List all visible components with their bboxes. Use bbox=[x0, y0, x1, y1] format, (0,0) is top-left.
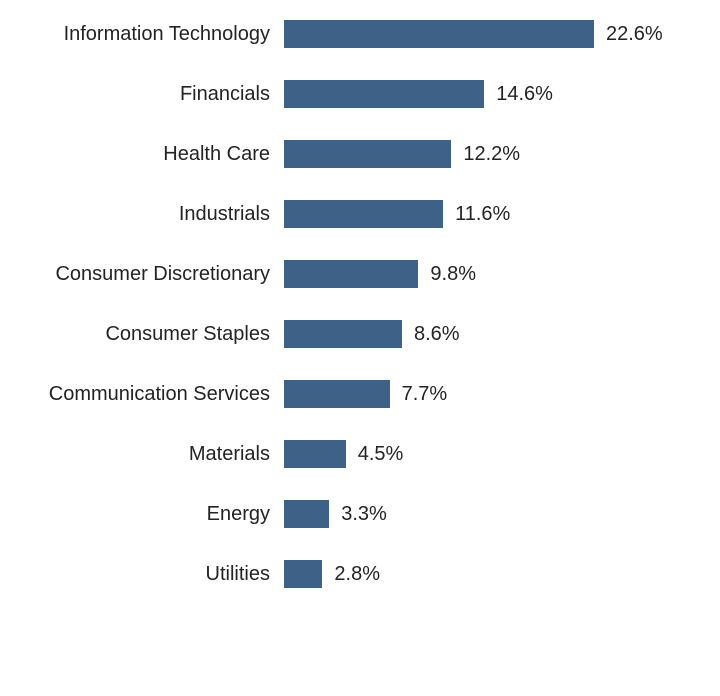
bar bbox=[284, 320, 402, 348]
value-label: 7.7% bbox=[390, 383, 448, 406]
chart-row: Materials 4.5% bbox=[10, 440, 690, 468]
value-label: 14.6% bbox=[484, 83, 553, 106]
category-label: Information Technology bbox=[10, 23, 284, 46]
category-label: Health Care bbox=[10, 143, 284, 166]
bar-area: 7.7% bbox=[284, 380, 690, 408]
bar bbox=[284, 560, 322, 588]
category-label: Consumer Discretionary bbox=[10, 263, 284, 286]
value-label: 4.5% bbox=[346, 443, 404, 466]
bar-area: 3.3% bbox=[284, 500, 690, 528]
sector-weights-chart: Information Technology 22.6% Financials 14.… bbox=[0, 0, 720, 640]
value-label: 8.6% bbox=[402, 323, 460, 346]
category-label: Communication Services bbox=[10, 383, 284, 406]
category-label: Consumer Staples bbox=[10, 323, 284, 346]
chart-row: Communication Services 7.7% bbox=[10, 380, 690, 408]
category-label: Industrials bbox=[10, 203, 284, 226]
value-label: 9.8% bbox=[418, 263, 476, 286]
chart-row: Health Care 12.2% bbox=[10, 140, 690, 168]
value-label: 11.6% bbox=[443, 203, 510, 226]
chart-row: Consumer Discretionary 9.8% bbox=[10, 260, 690, 288]
chart-row: Energy 3.3% bbox=[10, 500, 690, 528]
bar bbox=[284, 20, 594, 48]
bar-area: 22.6% bbox=[284, 20, 690, 48]
bar-area: 14.6% bbox=[284, 80, 690, 108]
bar-area: 2.8% bbox=[284, 560, 690, 588]
value-label: 2.8% bbox=[322, 563, 380, 586]
category-label: Financials bbox=[10, 83, 284, 106]
chart-row: Information Technology 22.6% bbox=[10, 20, 690, 48]
value-label: 22.6% bbox=[594, 23, 663, 46]
bar bbox=[284, 140, 451, 168]
chart-row: Industrials 11.6% bbox=[10, 200, 690, 228]
bar bbox=[284, 260, 418, 288]
bar-area: 9.8% bbox=[284, 260, 690, 288]
category-label: Energy bbox=[10, 503, 284, 526]
bar bbox=[284, 440, 346, 468]
chart-row: Financials 14.6% bbox=[10, 80, 690, 108]
value-label: 12.2% bbox=[451, 143, 520, 166]
bar-area: 8.6% bbox=[284, 320, 690, 348]
bar bbox=[284, 200, 443, 228]
bar bbox=[284, 380, 390, 408]
bar-area: 4.5% bbox=[284, 440, 690, 468]
bar bbox=[284, 80, 484, 108]
bar-area: 12.2% bbox=[284, 140, 690, 168]
chart-row: Utilities 2.8% bbox=[10, 560, 690, 588]
category-label: Utilities bbox=[10, 563, 284, 586]
value-label: 3.3% bbox=[329, 503, 387, 526]
bar-area: 11.6% bbox=[284, 200, 690, 228]
category-label: Materials bbox=[10, 443, 284, 466]
bar bbox=[284, 500, 329, 528]
chart-row: Consumer Staples 8.6% bbox=[10, 320, 690, 348]
